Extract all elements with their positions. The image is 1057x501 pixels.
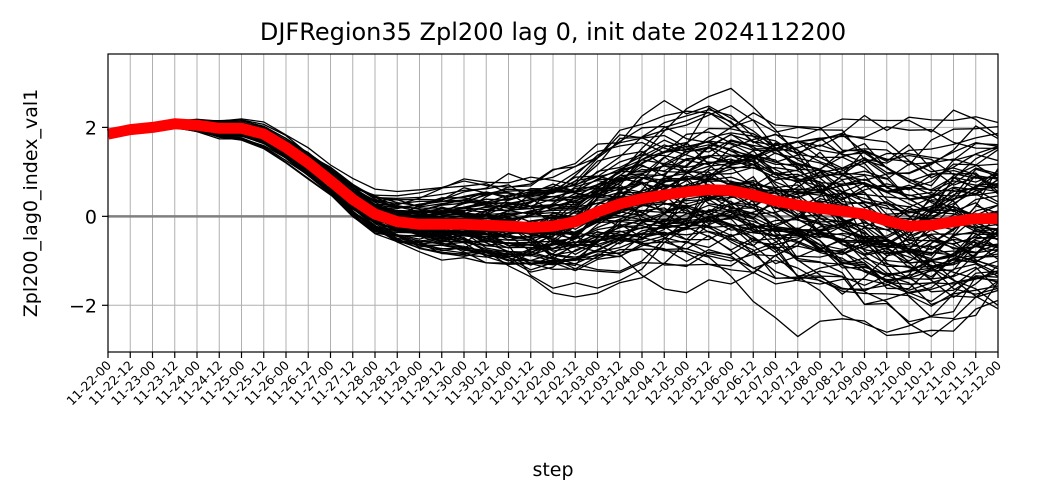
- ensemble-mean-line: [106, 118, 998, 233]
- chart-title: DJFRegion35 Zpl200 lag 0, init date 2024…: [260, 18, 846, 46]
- ensemble-member-line: [108, 127, 998, 338]
- ensemble-mean: [106, 118, 998, 233]
- x-axis-label: step: [532, 459, 573, 481]
- ensemble-member-line: [108, 124, 998, 333]
- y-tick-label: −2: [69, 295, 97, 317]
- y-axis-label: Zpl200_lag0_index_val1: [20, 89, 42, 317]
- y-tick-label: 2: [85, 117, 97, 139]
- ensemble-member-line: [108, 124, 998, 284]
- axes: −20211-22-0011-22-1211-23-0011-23-1211-2…: [63, 53, 1004, 408]
- ensemble-member-line: [108, 121, 998, 210]
- ensemble-member-line: [108, 111, 998, 249]
- ensemble-member-line: [108, 114, 998, 193]
- y-tick-label: 0: [85, 206, 97, 228]
